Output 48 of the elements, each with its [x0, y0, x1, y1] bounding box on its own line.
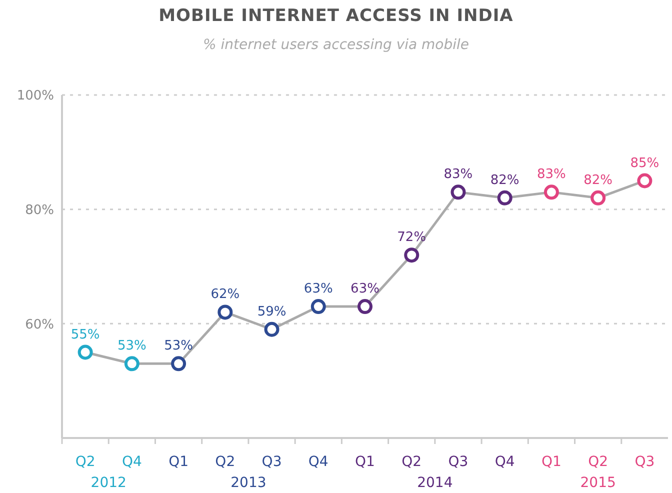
- data-label: 59%: [257, 304, 286, 320]
- point: [404, 248, 420, 263]
- x-tick-label: Q1: [168, 454, 189, 470]
- point: [450, 184, 466, 200]
- point: [358, 299, 372, 314]
- point: [497, 190, 512, 206]
- x-tick-label: Q2: [75, 454, 96, 470]
- text: 2013: [230, 475, 266, 491]
- y-tick-label: 80%: [25, 202, 54, 218]
- y-tick-label: 100%: [16, 88, 54, 104]
- point: [171, 356, 186, 372]
- point: [264, 322, 280, 337]
- point: [544, 184, 559, 200]
- data-label: 63%: [304, 282, 333, 297]
- x-tick-label: Q3: [262, 454, 282, 470]
- chart-title: MOBILE INTERNET ACCESS IN INDIA: [158, 6, 514, 26]
- point: [78, 344, 93, 360]
- data-label: 53%: [117, 338, 146, 354]
- data-label: 83%: [444, 167, 473, 182]
- x-tick-label: Q2: [402, 454, 422, 470]
- x-tick-label: Q2: [588, 454, 608, 470]
- chart-subtitle: % internet users accessing via mobile: [202, 37, 470, 53]
- data-label: 85%: [630, 156, 660, 171]
- x-tick-label: Q4: [308, 454, 328, 470]
- text: 2015: [580, 475, 616, 491]
- data-label: 82%: [584, 172, 613, 188]
- point: [310, 299, 326, 314]
- data-label: 83%: [537, 167, 566, 182]
- x-tick-label: Q1: [355, 454, 375, 470]
- point: [590, 190, 606, 206]
- y-tick-label: 60%: [25, 317, 54, 332]
- data-label: 53%: [164, 338, 193, 354]
- x-tick-label: Q3: [634, 454, 655, 470]
- text: 2014: [417, 475, 453, 491]
- x-tick-label: Q2: [215, 454, 236, 470]
- x-tick-label: Q1: [541, 454, 562, 470]
- point: [218, 304, 233, 320]
- data-label: 62%: [210, 287, 240, 302]
- point: [637, 173, 652, 188]
- x-tick-label: Q4: [494, 454, 515, 470]
- data-label: 55%: [70, 327, 100, 342]
- text: 2012: [90, 475, 126, 491]
- data-label: 82%: [490, 172, 520, 188]
- x-tick-label: Q3: [448, 454, 468, 470]
- data-label: 72%: [397, 230, 426, 246]
- x-tick-label: Q4: [122, 454, 142, 470]
- point: [124, 356, 140, 372]
- data-label: 63%: [350, 282, 380, 297]
